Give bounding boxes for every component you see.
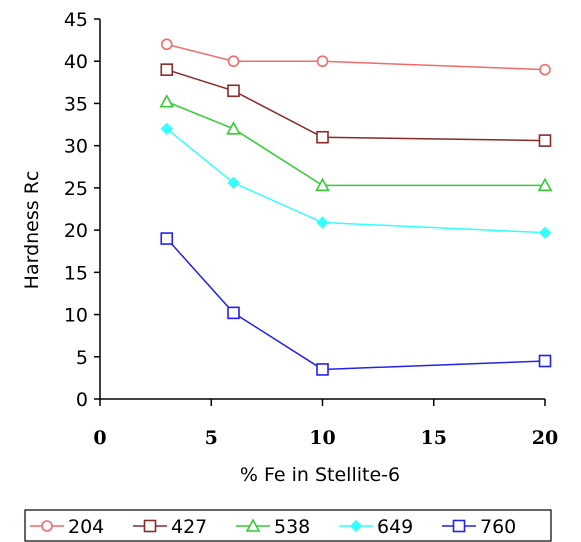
series-line [166,101,545,187]
legend-marker [349,519,363,533]
legend-item-649: 649 [339,516,413,538]
data-point [316,130,329,144]
data-point [227,55,240,68]
data-point [159,94,175,108]
data-point [538,134,552,147]
data-point [226,121,241,135]
data-point [316,216,329,229]
series-line [166,238,546,371]
data-point [227,84,240,98]
y-tick-label: 35 [64,93,88,115]
y-tick-label: 0 [76,389,88,411]
legend-marker [41,520,53,532]
legend-label: 204 [68,516,104,538]
x-axis-title: % Fe in Stellite-6 [240,464,400,486]
data-point [160,232,174,245]
legend-item-427: 427 [133,516,207,538]
x-tick-label: 10 [309,427,335,449]
data-point [315,177,330,192]
x-tick-label: 15 [421,427,447,449]
series-649 [160,122,552,239]
data-point [227,176,240,189]
data-point [227,306,240,320]
y-tick-label: 30 [64,136,88,158]
legend-label: 538 [274,516,310,538]
y-tick-label: 20 [64,220,88,242]
y-axis-title: Hardness Rc [21,171,43,290]
legend-label: 760 [480,516,516,538]
data-point [539,63,551,76]
data-point [537,177,553,192]
data-point [316,363,329,376]
legend-marker [245,518,261,532]
y-tick-label: 45 [64,9,88,31]
x-tick-label: 5 [205,427,218,449]
data-point [538,226,552,239]
y-tick-label: 25 [64,178,88,200]
legend-item-204: 204 [30,516,104,538]
series-line [166,43,546,71]
series-538 [159,94,553,192]
series-760 [160,232,552,376]
series-layer [159,38,553,376]
y-ticks: 0 5 10 15 20 25 30 35 40 45 [64,9,100,411]
legend-label: 427 [171,516,207,538]
series-427 [160,63,552,147]
legend-item-538: 538 [236,516,310,538]
legend: 204 427 538 649 760 [24,509,552,542]
x-tick-label: 0 [93,427,106,449]
series-line [166,128,546,234]
y-tick-label: 15 [64,262,88,284]
legend-item-760: 760 [442,516,516,538]
legend-label: 649 [377,516,413,538]
legend-marker [143,519,157,533]
legend-items: 204 427 538 649 760 [30,516,516,538]
y-tick-label: 5 [76,347,88,369]
axes [99,19,545,400]
x-ticks: 0 5 10 15 20 [93,399,558,449]
data-point [538,354,552,368]
data-point [160,38,173,51]
x-tick-label: 20 [532,427,558,449]
data-point [160,63,174,76]
y-tick-label: 10 [64,305,88,327]
series-line [166,68,546,142]
data-point [316,55,329,68]
legend-marker [452,519,466,533]
data-point [160,122,173,135]
y-tick-label: 40 [64,51,88,73]
series-204 [160,38,551,76]
